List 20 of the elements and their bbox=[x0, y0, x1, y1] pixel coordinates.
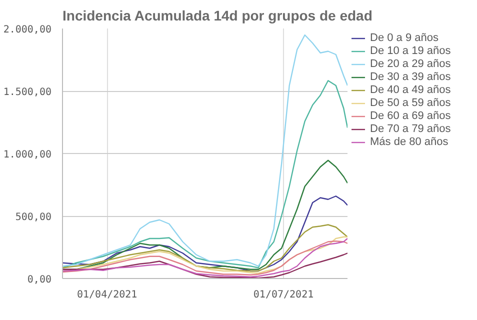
x-tick-label: 01/07/2021 bbox=[253, 290, 314, 300]
y-tick-label: 1.000,00 bbox=[3, 150, 52, 160]
chart-title: Incidencia Acumulada 14d por grupos de edad bbox=[62, 8, 372, 24]
legend-label: De 40 a 49 años bbox=[370, 84, 451, 96]
y-tick-label: 0,00 bbox=[27, 274, 52, 286]
x-tick-label: 01/04/2021 bbox=[76, 290, 138, 300]
line-series bbox=[62, 224, 348, 272]
legend-label: De 70 a 79 años bbox=[370, 123, 451, 135]
legend-label: Más de 80 años bbox=[370, 136, 448, 148]
y-tick-label: 2.000,00 bbox=[3, 24, 52, 36]
y-tick-label: 1.500,00 bbox=[3, 87, 52, 98]
legend-label: De 20 a 29 años bbox=[370, 58, 451, 70]
line-series bbox=[62, 34, 348, 267]
line-series bbox=[62, 80, 348, 268]
legend-label: De 10 a 19 años bbox=[370, 45, 451, 57]
y-tick-label: 500,00 bbox=[15, 212, 52, 223]
legend-label: De 60 a 69 años bbox=[370, 110, 451, 122]
legend-label: De 50 a 59 años bbox=[370, 97, 451, 109]
legend-label: De 0 a 9 años bbox=[370, 32, 438, 44]
legend-label: De 30 a 39 años bbox=[370, 71, 451, 83]
